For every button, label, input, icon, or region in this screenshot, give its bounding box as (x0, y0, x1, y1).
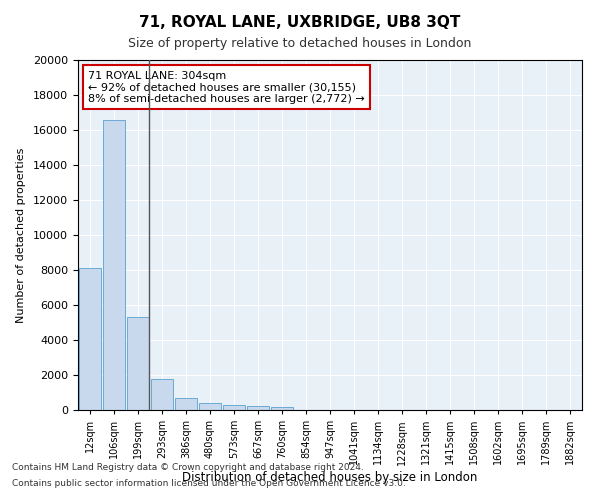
Bar (127, 318, 149, 410)
Bar (199, 404, 221, 410)
Bar (103, 120, 125, 410)
Bar (79, 268, 101, 410)
Y-axis label: Number of detached properties: Number of detached properties (16, 148, 26, 322)
Bar (247, 406, 269, 410)
Text: Contains public sector information licensed under the Open Government Licence v3: Contains public sector information licen… (12, 478, 406, 488)
Text: Size of property relative to detached houses in London: Size of property relative to detached ho… (128, 38, 472, 51)
X-axis label: Distribution of detached houses by size in London: Distribution of detached houses by size … (182, 472, 478, 484)
Bar (223, 405, 245, 410)
Text: 71 ROYAL LANE: 304sqm
← 92% of detached houses are smaller (30,155)
8% of semi-d: 71 ROYAL LANE: 304sqm ← 92% of detached … (88, 70, 365, 104)
Bar (175, 398, 197, 410)
Bar (151, 380, 173, 410)
Bar (271, 406, 293, 410)
Text: 71, ROYAL LANE, UXBRIDGE, UB8 3QT: 71, ROYAL LANE, UXBRIDGE, UB8 3QT (139, 15, 461, 30)
Text: Contains HM Land Registry data © Crown copyright and database right 2024.: Contains HM Land Registry data © Crown c… (12, 464, 364, 472)
